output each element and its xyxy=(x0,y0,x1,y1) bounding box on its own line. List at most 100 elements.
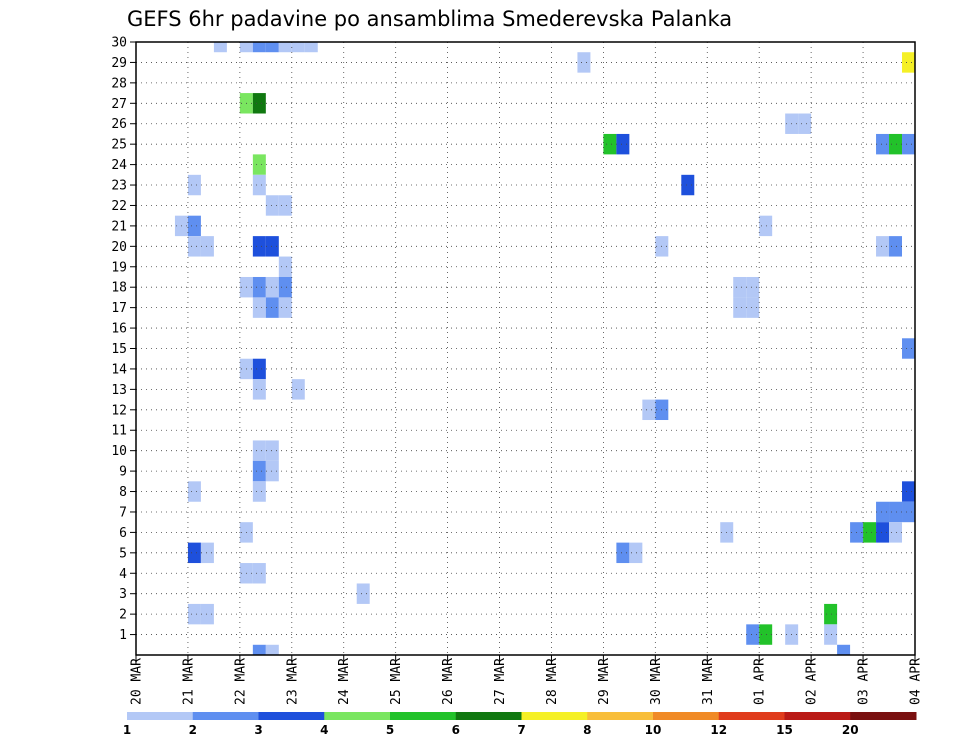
y-tick-label: 26 xyxy=(111,117,127,132)
x-tick-label: 01 APR xyxy=(753,658,768,705)
y-tick-label: 30 xyxy=(111,36,127,51)
heatmap-cell xyxy=(265,236,279,257)
heatmap-cell xyxy=(252,563,266,584)
heatmap-cell xyxy=(824,624,838,645)
y-tick-label: 7 xyxy=(119,505,127,520)
heatmap-cell xyxy=(265,195,279,216)
colorbar-swatch xyxy=(455,712,522,720)
heatmap-cell xyxy=(798,113,812,134)
heatmap-cell xyxy=(252,93,266,114)
x-tick-label: 02 APR xyxy=(805,658,820,705)
heatmap-cell xyxy=(889,501,903,523)
y-tick-label: 11 xyxy=(111,424,127,439)
heatmap-cell xyxy=(889,236,903,257)
heatmap-cell xyxy=(265,42,279,53)
heatmap-cell xyxy=(356,583,370,604)
heatmap-cell xyxy=(876,522,890,543)
y-tick-label: 21 xyxy=(111,219,127,234)
heatmap-cell xyxy=(876,133,890,155)
heatmap-cell xyxy=(616,542,630,564)
x-tick-label: 27 MAR xyxy=(493,658,508,705)
colorbar-swatch xyxy=(127,712,194,720)
y-tick-label: 8 xyxy=(119,485,127,500)
heatmap-cell xyxy=(278,42,292,53)
heatmap-cell xyxy=(902,338,915,359)
heatmap-cell xyxy=(265,460,279,482)
heatmap-cell xyxy=(902,52,915,73)
colorbar-legend: 1 2 3 4 5 6 7 8 10 12 15 20 xyxy=(123,712,917,737)
colorbar-label: 20 xyxy=(842,723,859,737)
x-tick-label: 23 MAR xyxy=(285,658,300,705)
heatmap-cell xyxy=(252,236,266,257)
y-tick-label: 15 xyxy=(111,342,127,357)
heatmap-cell xyxy=(889,133,903,155)
heatmap-cell xyxy=(187,174,201,196)
heatmap-cell xyxy=(681,174,695,196)
heatmap-cell xyxy=(291,379,305,400)
heatmap-cell xyxy=(252,460,266,482)
colorbar-label: 7 xyxy=(517,723,525,737)
chart-title: GEFS 6hr padavine po ansamblima Smederev… xyxy=(127,7,732,31)
colorbar-label: 1 xyxy=(123,723,131,737)
heatmap-cell xyxy=(291,42,305,53)
heatmap-cell xyxy=(278,195,292,216)
colorbar-swatch xyxy=(653,712,720,720)
heatmap-cell xyxy=(200,603,214,625)
colorbar-label: 4 xyxy=(320,723,328,737)
y-tick-label: 24 xyxy=(111,158,127,173)
x-tick-label: 21 MAR xyxy=(181,658,196,705)
y-tick-label: 27 xyxy=(111,97,127,112)
y-tick-label: 10 xyxy=(111,444,127,459)
heatmap-cell xyxy=(876,236,890,257)
y-tick-label: 13 xyxy=(111,383,127,398)
heatmap-cell xyxy=(889,522,903,543)
x-tick-label: 29 MAR xyxy=(597,658,612,705)
y-tick-label: 18 xyxy=(111,281,127,296)
colorbar-swatch xyxy=(258,712,325,720)
heatmap-cell xyxy=(824,603,838,625)
x-tick-label: 28 MAR xyxy=(545,658,560,705)
heatmap-cell xyxy=(733,276,747,298)
heatmap-cell xyxy=(616,133,630,155)
colorbar-label: 5 xyxy=(386,723,394,737)
colorbar-swatch xyxy=(784,712,851,720)
y-tick-label: 19 xyxy=(111,260,127,275)
heatmap-cell xyxy=(187,215,201,237)
heatmap-cell xyxy=(759,215,773,237)
x-tick-label: 03 APR xyxy=(857,658,872,705)
heatmap-cell xyxy=(252,297,266,318)
heatmap-cell xyxy=(265,297,279,318)
heatmap-cell xyxy=(252,358,266,380)
heatmap-cell xyxy=(863,522,877,543)
heatmap-cell xyxy=(746,276,760,298)
heatmap-cell xyxy=(603,133,617,155)
heatmap-cell xyxy=(213,42,227,53)
heatmap-cell xyxy=(187,236,201,257)
heatmap-cell xyxy=(278,297,292,318)
heatmap-cell xyxy=(759,624,773,645)
y-tick-label: 1 xyxy=(119,628,127,643)
heatmap-cell xyxy=(746,624,760,645)
heatmap-cell xyxy=(187,542,201,564)
colorbar-swatch xyxy=(324,712,391,720)
y-tick-label: 6 xyxy=(119,526,127,541)
x-tick-label: 22 MAR xyxy=(233,658,248,705)
y-tick-label: 22 xyxy=(111,199,127,214)
y-tick-label: 23 xyxy=(111,179,127,194)
heatmap-cell xyxy=(200,542,214,564)
y-axis-ticks: 1234567891011121314151617181920212223242… xyxy=(111,36,136,643)
heatmap-cell xyxy=(252,276,266,298)
heatmap-cell xyxy=(252,379,266,400)
heatmap-cells xyxy=(174,42,915,655)
y-tick-label: 29 xyxy=(111,56,127,71)
y-tick-label: 20 xyxy=(111,240,127,255)
y-tick-label: 9 xyxy=(119,465,127,480)
y-tick-label: 17 xyxy=(111,301,127,316)
heatmap-cell xyxy=(187,603,201,625)
heatmap-cell xyxy=(252,440,266,461)
y-tick-label: 4 xyxy=(119,567,127,582)
heatmap-cell xyxy=(278,276,292,298)
heatmap-cell xyxy=(577,52,591,73)
heatmap-cell xyxy=(837,644,851,655)
